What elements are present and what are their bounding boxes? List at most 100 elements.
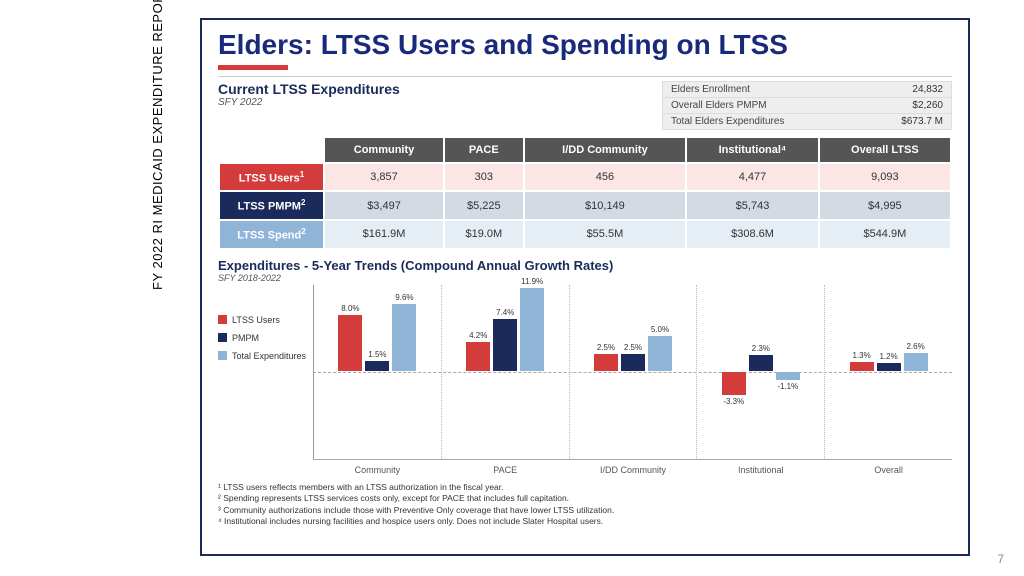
bar-column: 4.2% — [466, 285, 490, 459]
bar-label: 11.9% — [521, 277, 543, 286]
legend-item: LTSS Users — [218, 315, 313, 325]
stats-row: Overall Elders PMPM$2,260 — [663, 98, 951, 114]
stats-label: Elders Enrollment — [671, 84, 750, 95]
expenditures-header-row: Current LTSS Expenditures SFY 2022 Elder… — [218, 76, 952, 130]
bar-column: 5.0% — [648, 285, 672, 459]
footnotes: ¹ LTSS users reflects members with an LT… — [218, 482, 952, 528]
bar-label: 4.2% — [469, 331, 487, 340]
bar-column: -1.1% — [776, 285, 800, 459]
stats-value: $673.7 M — [901, 116, 943, 127]
footnote-line: ³ Community authorizations include those… — [218, 505, 952, 516]
chart-group: 8.0%1.5%9.6%Community — [313, 285, 441, 459]
legend-label: PMPM — [232, 333, 259, 343]
trends-sub: SFY 2018-2022 — [218, 273, 952, 283]
bar-label: 5.0% — [651, 325, 669, 334]
bar — [594, 354, 618, 372]
chart-group: -3.3%2.3%-1.1%Institutional — [696, 285, 824, 459]
stats-row: Elders Enrollment24,832 — [663, 82, 951, 98]
table-row-header: LTSS Users1 — [219, 163, 324, 192]
table-cell: 456 — [524, 163, 687, 192]
legend-swatch — [218, 333, 227, 342]
stats-label: Total Elders Expenditures — [671, 116, 784, 127]
chart-legend: LTSS Users PMPM Total Expenditures — [218, 285, 313, 460]
stats-label: Overall Elders PMPM — [671, 100, 767, 111]
table-cell: $5,225 — [444, 191, 524, 220]
table-cell: $4,995 — [819, 191, 951, 220]
chart-bars: -3.3% 2.3% -1.1% — [697, 285, 824, 459]
bar-chart: 8.0%1.5%9.6%Community4.2%7.4%11.9%PACE2.… — [313, 285, 952, 460]
footnote-line: ² Spending represents LTSS services cost… — [218, 493, 952, 504]
bar-label: 2.3% — [752, 344, 770, 353]
expenditures-heading: Current LTSS Expenditures — [218, 81, 662, 97]
bar-column: 2.3% — [749, 285, 773, 459]
bar-label: 1.2% — [879, 352, 897, 361]
bar-column: 1.3% — [850, 285, 874, 459]
bar — [776, 372, 800, 380]
table-cell: $55.5M — [524, 220, 687, 249]
table-col-header: I/DD Community — [524, 137, 687, 163]
ltss-table: CommunityPACEI/DD CommunityInstitutional… — [218, 136, 952, 250]
table-row: LTSS PMPM2$3,497$5,225$10,149$5,743$4,99… — [219, 191, 951, 220]
table-cell: 4,477 — [686, 163, 818, 192]
bar — [520, 288, 544, 371]
table-col-header: Overall LTSS — [819, 137, 951, 163]
bar-label: 7.4% — [496, 308, 514, 317]
bar — [722, 372, 746, 395]
bar — [904, 353, 928, 371]
group-label: I/DD Community — [570, 465, 697, 475]
bar — [749, 355, 773, 371]
bar-label: 2.5% — [624, 343, 642, 352]
chart-group: 2.5%2.5%5.0%I/DD Community — [569, 285, 697, 459]
bar-label: 9.6% — [395, 293, 413, 302]
table-col-header: Institutional⁴ — [686, 137, 818, 163]
legend-item: Total Expenditures — [218, 351, 313, 361]
bar-column: 2.5% — [594, 285, 618, 459]
table-cell: 303 — [444, 163, 524, 192]
bar — [392, 304, 416, 371]
table-cell: $544.9M — [819, 220, 951, 249]
bar — [338, 315, 362, 371]
bar-column: 9.6% — [392, 285, 416, 459]
report-side-label: FY 2022 RI MEDICAID EXPENDITURE REPORT — [150, 0, 165, 290]
group-label: Community — [314, 465, 441, 475]
footnote-line: ¹ LTSS users reflects members with an LT… — [218, 482, 952, 493]
chart-group: 4.2%7.4%11.9%PACE — [441, 285, 569, 459]
expenditures-sub: SFY 2022 — [218, 97, 662, 108]
bar-label: 1.5% — [368, 350, 386, 359]
table-col-header: Community — [324, 137, 444, 163]
table-row: LTSS Spend2$161.9M$19.0M$55.5M$308.6M$54… — [219, 220, 951, 249]
title-underline — [218, 65, 288, 70]
footnote-line: ⁴ Institutional includes nursing facilit… — [218, 516, 952, 527]
table-cell: $5,743 — [686, 191, 818, 220]
bar — [466, 342, 490, 371]
chart-bars: 8.0% 1.5% 9.6% — [314, 285, 441, 459]
stats-row: Total Elders Expenditures $673.7 M — [663, 114, 951, 129]
legend-item: PMPM — [218, 333, 313, 343]
table-cell: $161.9M — [324, 220, 444, 249]
bar-label: -3.3% — [723, 397, 744, 406]
bar — [850, 362, 874, 371]
table-col-header: PACE — [444, 137, 524, 163]
bar — [648, 336, 672, 371]
legend-swatch — [218, 351, 227, 360]
bar-column: 2.6% — [904, 285, 928, 459]
page-title: Elders: LTSS Users and Spending on LTSS — [218, 30, 952, 61]
bar — [493, 319, 517, 371]
stats-box: Elders Enrollment24,832Overall Elders PM… — [662, 81, 952, 130]
bar-column: 8.0% — [338, 285, 362, 459]
bar-label: -1.1% — [777, 382, 798, 391]
table-cell: 3,857 — [324, 163, 444, 192]
page-number: 7 — [997, 552, 1004, 566]
legend-swatch — [218, 315, 227, 324]
bar-label: 2.6% — [906, 342, 924, 351]
bar-label: 1.3% — [852, 351, 870, 360]
chart-group: 1.3%1.2%2.6%Overall — [824, 285, 952, 459]
bar-column: 1.5% — [365, 285, 389, 459]
legend-label: LTSS Users — [232, 315, 280, 325]
slide-frame: Elders: LTSS Users and Spending on LTSS … — [200, 18, 970, 556]
group-label: PACE — [442, 465, 569, 475]
table-cell: $19.0M — [444, 220, 524, 249]
chart-bars: 4.2%7.4%11.9% — [442, 285, 569, 459]
trends-heading: Expenditures - 5-Year Trends (Compound A… — [218, 258, 952, 273]
table-row-header: LTSS PMPM2 — [219, 191, 324, 220]
